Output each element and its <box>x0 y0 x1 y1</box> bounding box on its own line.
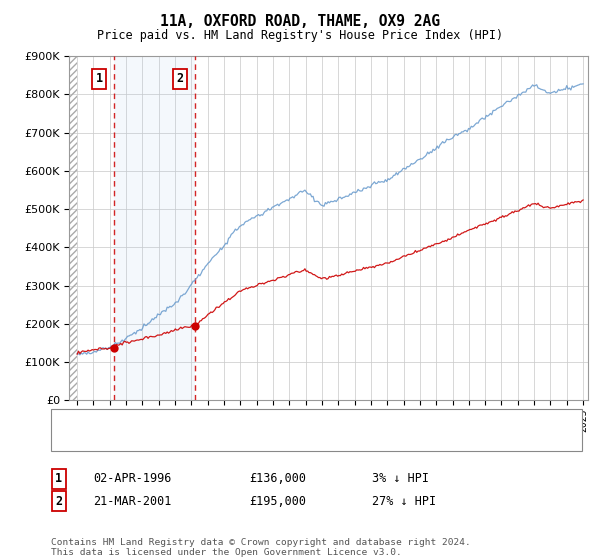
Text: £136,000: £136,000 <box>249 472 306 486</box>
Text: 11A, OXFORD ROAD, THAME, OX9 2AG: 11A, OXFORD ROAD, THAME, OX9 2AG <box>160 14 440 29</box>
Text: 1: 1 <box>55 472 62 486</box>
Text: 21-MAR-2001: 21-MAR-2001 <box>93 494 172 508</box>
Text: 11A, OXFORD ROAD, THAME, OX9 2AG (detached house): 11A, OXFORD ROAD, THAME, OX9 2AG (detach… <box>105 415 424 425</box>
Text: Contains HM Land Registry data © Crown copyright and database right 2024.
This d: Contains HM Land Registry data © Crown c… <box>51 538 471 557</box>
Bar <box>114 56 195 400</box>
Text: £195,000: £195,000 <box>249 494 306 508</box>
Text: HPI: Average price, detached house, South Oxfordshire: HPI: Average price, detached house, Sout… <box>105 433 449 444</box>
Text: 3% ↓ HPI: 3% ↓ HPI <box>372 472 429 486</box>
Text: 27% ↓ HPI: 27% ↓ HPI <box>372 494 436 508</box>
Text: 2: 2 <box>177 72 184 86</box>
Text: 2: 2 <box>55 494 62 508</box>
Text: 02-APR-1996: 02-APR-1996 <box>93 472 172 486</box>
Text: Price paid vs. HM Land Registry's House Price Index (HPI): Price paid vs. HM Land Registry's House … <box>97 29 503 42</box>
Text: 1: 1 <box>95 72 103 86</box>
